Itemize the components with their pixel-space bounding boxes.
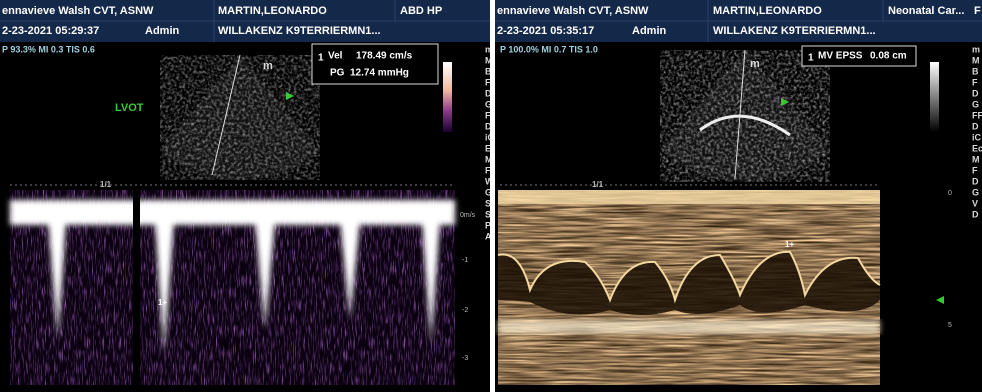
meas-label: Vel bbox=[328, 51, 343, 62]
mmode-chamber bbox=[498, 251, 880, 315]
measurement-box bbox=[311, 43, 439, 85]
patient: MARTIN,LEONARDO bbox=[713, 5, 822, 17]
meas-value: 178.49 cm/s bbox=[356, 51, 413, 62]
caliper: 1+ bbox=[158, 298, 167, 307]
date: 2-23-2021 05:35:17 bbox=[497, 25, 594, 37]
meas-value: 0.08 cm bbox=[870, 51, 907, 62]
freeze-gap bbox=[133, 190, 140, 385]
doppler-signal bbox=[10, 200, 455, 355]
side-letter: Ec bbox=[972, 143, 982, 153]
side-letter: F bbox=[485, 77, 491, 87]
side-letter: F bbox=[485, 165, 491, 175]
side-letter: G bbox=[972, 187, 979, 197]
mmode-wall bbox=[497, 250, 881, 304]
side-letter: G bbox=[485, 187, 492, 197]
meas-value: 12.74 mmHg bbox=[350, 68, 409, 79]
side-letter: m bbox=[972, 44, 980, 54]
right-panel: ennavieve Walsh CVT, ASNW MARTIN,LEONARD… bbox=[495, 0, 982, 392]
baseline-label: 0m/s bbox=[460, 212, 476, 219]
scale-label: 0 bbox=[948, 190, 952, 197]
side-letter: M bbox=[972, 55, 980, 65]
side-letter: W bbox=[485, 176, 494, 186]
user: Admin bbox=[145, 25, 180, 37]
mmode-band bbox=[498, 320, 880, 334]
sweep-label: 1/1 bbox=[592, 180, 604, 189]
side-letter: D bbox=[972, 176, 979, 186]
side-letter: D bbox=[485, 88, 492, 98]
cursor-line bbox=[734, 49, 746, 179]
side-letter: M bbox=[485, 154, 493, 164]
scale-label: -3 bbox=[462, 355, 468, 362]
side-letter: D bbox=[972, 209, 979, 219]
caliper: 1+ bbox=[785, 240, 794, 249]
side-letter: FF bbox=[972, 110, 982, 120]
left-panel: ennavieve Walsh CVT, ASNW MARTIN,LEONARD… bbox=[0, 0, 498, 392]
mmode-band bbox=[498, 190, 880, 204]
side-letter: M bbox=[972, 154, 980, 164]
meas-index: 1 bbox=[808, 53, 814, 64]
patient-id: WILLAKENZ K9TERRIERMN1... bbox=[218, 25, 381, 37]
cursor-line bbox=[211, 54, 241, 176]
params: P 100.0% MI 0.7 TIS 1.0 bbox=[500, 44, 598, 54]
probe-mark: m bbox=[750, 58, 760, 70]
date: 2-23-2021 05:29:37 bbox=[2, 25, 99, 37]
side-letter: D bbox=[972, 88, 979, 98]
user: Admin bbox=[632, 25, 667, 37]
side-letter: iC bbox=[972, 132, 982, 142]
depth-marker bbox=[936, 296, 944, 304]
params: P 93.3% MI 0.3 TIS 0.6 bbox=[2, 44, 95, 54]
panel-gap bbox=[490, 0, 495, 392]
focus-marker bbox=[781, 98, 789, 106]
side-letter: D bbox=[485, 121, 492, 131]
patient: MARTIN,LEONARDO bbox=[218, 5, 327, 17]
probe-mark: m bbox=[263, 60, 273, 72]
meas-label: MV EPSS bbox=[818, 51, 863, 62]
sector-texture bbox=[160, 55, 320, 180]
focus-marker bbox=[286, 92, 294, 100]
side-letter: iC bbox=[485, 132, 495, 142]
patient-id: WILLAKENZ K9TERRIERMN1... bbox=[713, 25, 876, 37]
color-bar bbox=[443, 62, 452, 132]
lvot-label: LVOT bbox=[115, 102, 144, 114]
meas-index: 1 bbox=[318, 53, 324, 64]
side-letter: B bbox=[485, 66, 492, 76]
scale-label: 5 bbox=[948, 322, 952, 329]
measurement-box bbox=[801, 45, 917, 67]
operator: ennavieve Walsh CVT, ASNW bbox=[2, 5, 154, 17]
scale-label: -2 bbox=[462, 307, 468, 314]
header-extra: F bbox=[974, 5, 981, 17]
exam: ABD HP bbox=[400, 5, 442, 17]
side-letter: M bbox=[485, 55, 493, 65]
side-letter: V bbox=[972, 198, 978, 208]
side-letter: D bbox=[972, 121, 979, 131]
sweep-label: 1/1 bbox=[100, 180, 112, 189]
meas-label: PG bbox=[330, 68, 345, 79]
side-letter: A bbox=[485, 231, 492, 241]
side-letter: F bbox=[972, 77, 978, 87]
side-letter: G bbox=[485, 99, 492, 109]
sector-echo bbox=[699, 114, 791, 137]
gray-bar bbox=[930, 62, 939, 132]
side-letter: m bbox=[485, 44, 493, 54]
operator: ennavieve Walsh CVT, ASNW bbox=[497, 5, 649, 17]
side-letter: G bbox=[972, 99, 979, 109]
exam: Neonatal Car... bbox=[888, 5, 964, 17]
side-letter: B bbox=[972, 66, 979, 76]
side-letter: F bbox=[972, 165, 978, 175]
scale-label: -1 bbox=[462, 257, 468, 264]
